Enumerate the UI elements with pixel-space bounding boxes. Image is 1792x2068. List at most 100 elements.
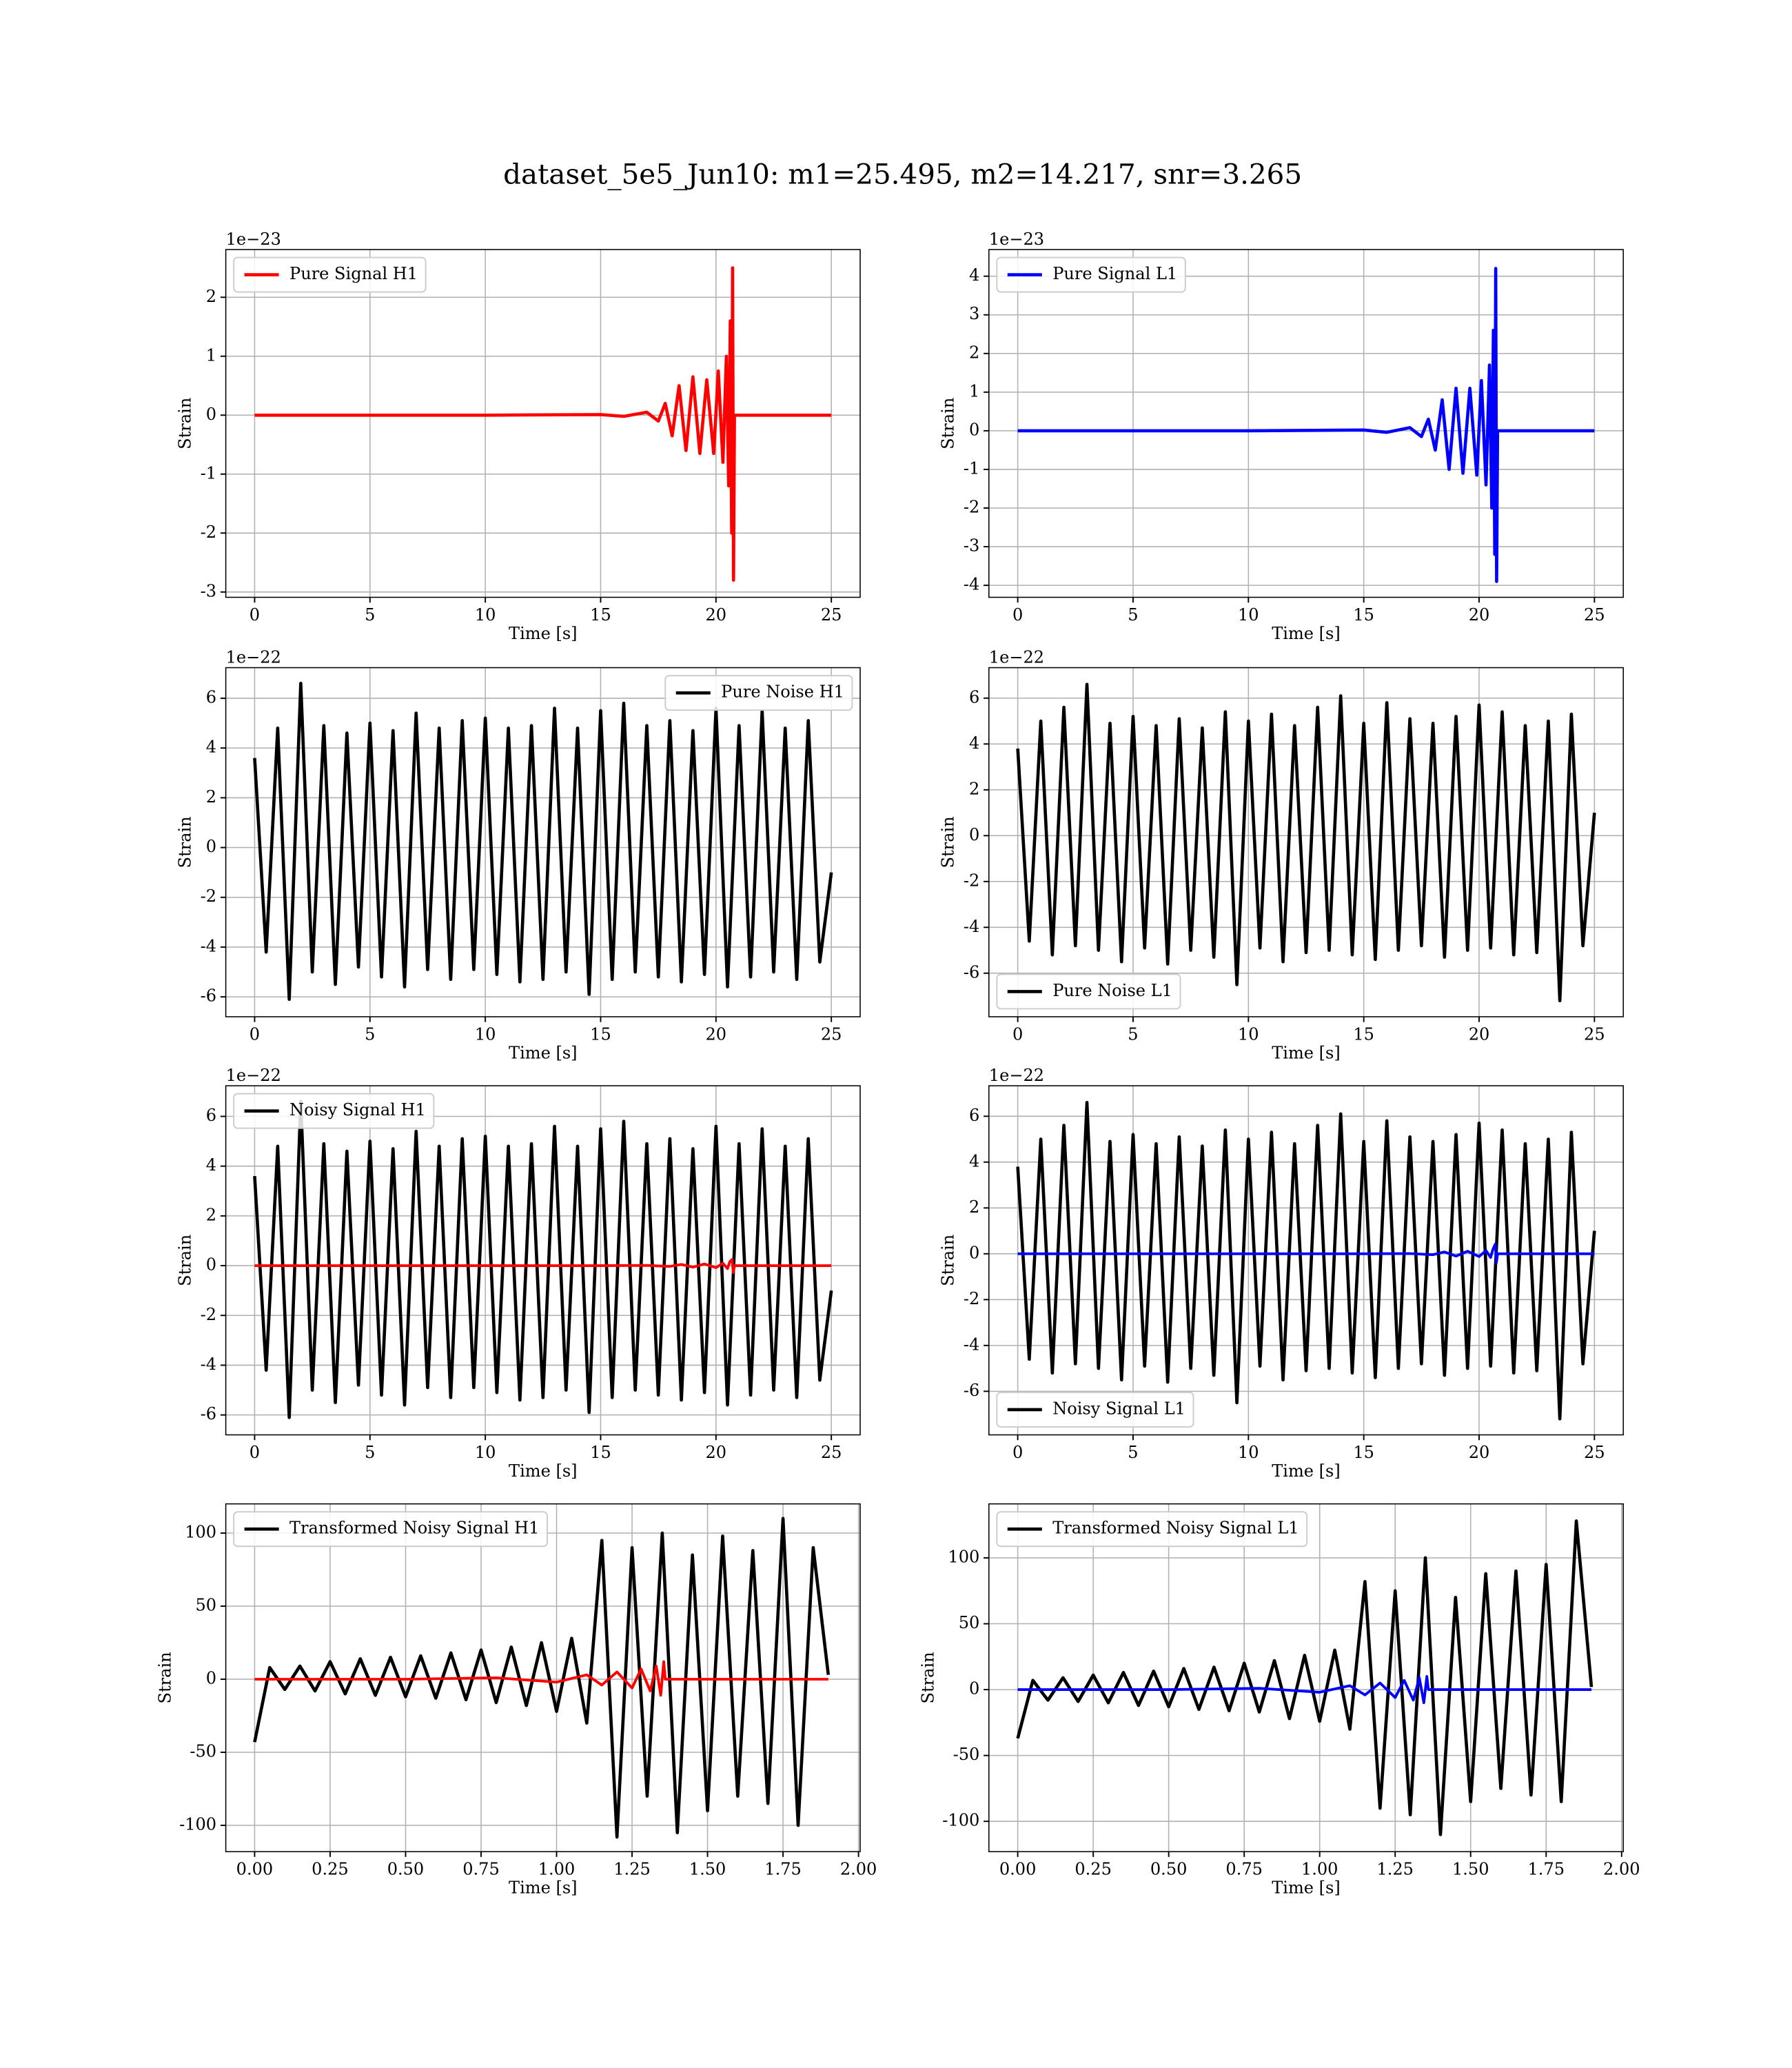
x-axis-label: Time [s] — [509, 1878, 578, 1898]
x-tick-label: 1.25 — [1376, 1860, 1414, 1879]
y-tick-label: 0 — [969, 1679, 979, 1699]
x-tick-label: 0.00 — [236, 1860, 274, 1879]
x-tick-label: 20 — [1469, 605, 1490, 625]
x-tick-label: 25 — [1584, 1443, 1605, 1462]
y-tick-label: -2 — [201, 523, 216, 542]
x-tick-label: 15 — [590, 1443, 611, 1462]
x-tick-label: 1.50 — [689, 1860, 726, 1879]
y-axis-label: Strain — [939, 398, 958, 449]
subplot: 0 5 10 15 20 25 -6 -4 -2 0 2 4 6 1e−22 Time [s] Strain N… — [939, 1066, 1624, 1481]
y-tick-label: -6 — [201, 1404, 216, 1423]
axes-frame — [988, 667, 1624, 1017]
y-tick-label: -50 — [953, 1745, 980, 1764]
y-tick-label: 50 — [959, 1613, 980, 1632]
y-tick-label: 1 — [206, 345, 216, 365]
x-tick-label: 10 — [475, 1024, 496, 1044]
y-tick-label: -4 — [964, 1335, 979, 1354]
y-tick-label: -2 — [964, 498, 979, 517]
x-axis-label: Time [s] — [509, 624, 578, 643]
y-tick-label: 4 — [969, 733, 979, 753]
plot-area — [225, 250, 861, 598]
x-axis-label: Time [s] — [1272, 1043, 1341, 1062]
y-tick-label: 2 — [969, 779, 979, 798]
x-tick-label: 10 — [1238, 1443, 1259, 1462]
y-tick-label: -2 — [964, 1289, 979, 1308]
x-axis-label: Time [s] — [1272, 624, 1341, 643]
y-tick-label: 6 — [206, 1106, 216, 1125]
x-tick-label: 0 — [250, 1443, 260, 1462]
series-line — [253, 1099, 833, 1419]
x-tick-label: 5 — [1128, 1443, 1138, 1462]
legend: Pure Signal L1 — [996, 256, 1186, 293]
y-tick-label: 2 — [969, 343, 979, 362]
y-tick-label: -3 — [964, 536, 979, 556]
y-tick-label: -2 — [201, 1305, 216, 1324]
y-tick-label: 4 — [969, 265, 979, 285]
x-tick-label: 10 — [475, 605, 496, 625]
subplot: 0 5 10 15 20 25 -6 -4 -2 0 2 4 6 1e−22 Time [s] Strain N… — [175, 1066, 861, 1481]
y-axis-label: Strain — [155, 1652, 174, 1703]
x-axis-label: Time [s] — [1272, 1878, 1341, 1898]
legend: Transformed Noisy Signal L1 — [996, 1511, 1308, 1548]
y-tick-label: 0 — [206, 1669, 216, 1688]
y-tick-label: -1 — [964, 458, 979, 478]
legend: Pure Noise L1 — [996, 973, 1181, 1010]
y-axis-label: Strain — [919, 1652, 938, 1703]
x-tick-label: 15 — [1353, 605, 1374, 625]
x-tick-label: 20 — [1469, 1443, 1490, 1462]
plot-area — [988, 1503, 1624, 1852]
y-tick-label: 4 — [206, 738, 216, 757]
y-tick-label: 6 — [969, 687, 979, 707]
y-tick-label: -6 — [964, 1381, 979, 1400]
x-tick-label: 0 — [1012, 605, 1023, 625]
y-tick-label: -4 — [964, 575, 979, 594]
y-tick-label: -2 — [964, 871, 979, 890]
y-tick-label: 2 — [206, 1205, 216, 1224]
y-tick-label: 0 — [206, 837, 216, 856]
y-tick-label: 0 — [969, 420, 979, 439]
x-tick-label: 25 — [1584, 1024, 1605, 1044]
x-tick-label: 2.00 — [840, 1860, 877, 1879]
y-offset-label: 1e−22 — [989, 1066, 1044, 1085]
y-tick-label: 100 — [185, 1523, 216, 1542]
legend: Noisy Signal H1 — [233, 1093, 435, 1129]
axes-frame — [988, 1085, 1624, 1436]
x-tick-label: 0.75 — [462, 1860, 500, 1879]
x-tick-label: 10 — [1238, 605, 1259, 625]
legend-box — [233, 256, 427, 293]
legend-label: Pure Signal H1 — [289, 264, 418, 283]
y-tick-label: -4 — [201, 1355, 216, 1374]
y-tick-label: 2 — [206, 287, 216, 306]
series-line — [1016, 1101, 1596, 1421]
subplot: 0 5 10 15 20 25 -4 -3 -2 -1 0 1 2 3 4 1e−23 Time [s] Stra… — [939, 230, 1624, 643]
plot-area — [988, 250, 1624, 598]
x-tick-label: 0 — [1012, 1443, 1023, 1462]
x-tick-label: 25 — [1584, 605, 1605, 625]
x-tick-label: 5 — [365, 1443, 375, 1462]
y-tick-label: 100 — [948, 1547, 979, 1566]
y-offset-label: 1e−23 — [226, 230, 281, 249]
subplot: 0.00 0.25 0.50 0.75 1.00 1.25 1.50 1.75 2.00 -100… — [919, 1503, 1640, 1898]
y-tick-label: 0 — [969, 1243, 979, 1262]
legend: Noisy Signal L1 — [996, 1391, 1194, 1428]
series-line — [253, 681, 833, 1002]
y-tick-label: 0 — [206, 1255, 216, 1275]
legend-label: Noisy Signal L1 — [1052, 1399, 1185, 1418]
x-tick-label: 0.25 — [312, 1860, 349, 1879]
y-axis-label: Strain — [175, 398, 194, 449]
x-tick-label: 20 — [1469, 1024, 1490, 1044]
y-tick-label: -100 — [179, 1814, 216, 1834]
x-tick-label: 10 — [1238, 1024, 1259, 1044]
series-line — [253, 1517, 831, 1839]
y-tick-label: 2 — [206, 787, 216, 807]
y-offset-label: 1e−22 — [226, 1066, 281, 1085]
y-tick-label: -100 — [942, 1811, 979, 1830]
series-line — [254, 266, 832, 582]
x-tick-label: 25 — [821, 1024, 842, 1044]
legend-label: Transformed Noisy Signal L1 — [1052, 1519, 1299, 1538]
x-tick-label: 20 — [706, 605, 727, 625]
series-line — [254, 1660, 828, 1697]
legend-box — [996, 256, 1186, 293]
x-tick-label: 5 — [1128, 1024, 1138, 1044]
